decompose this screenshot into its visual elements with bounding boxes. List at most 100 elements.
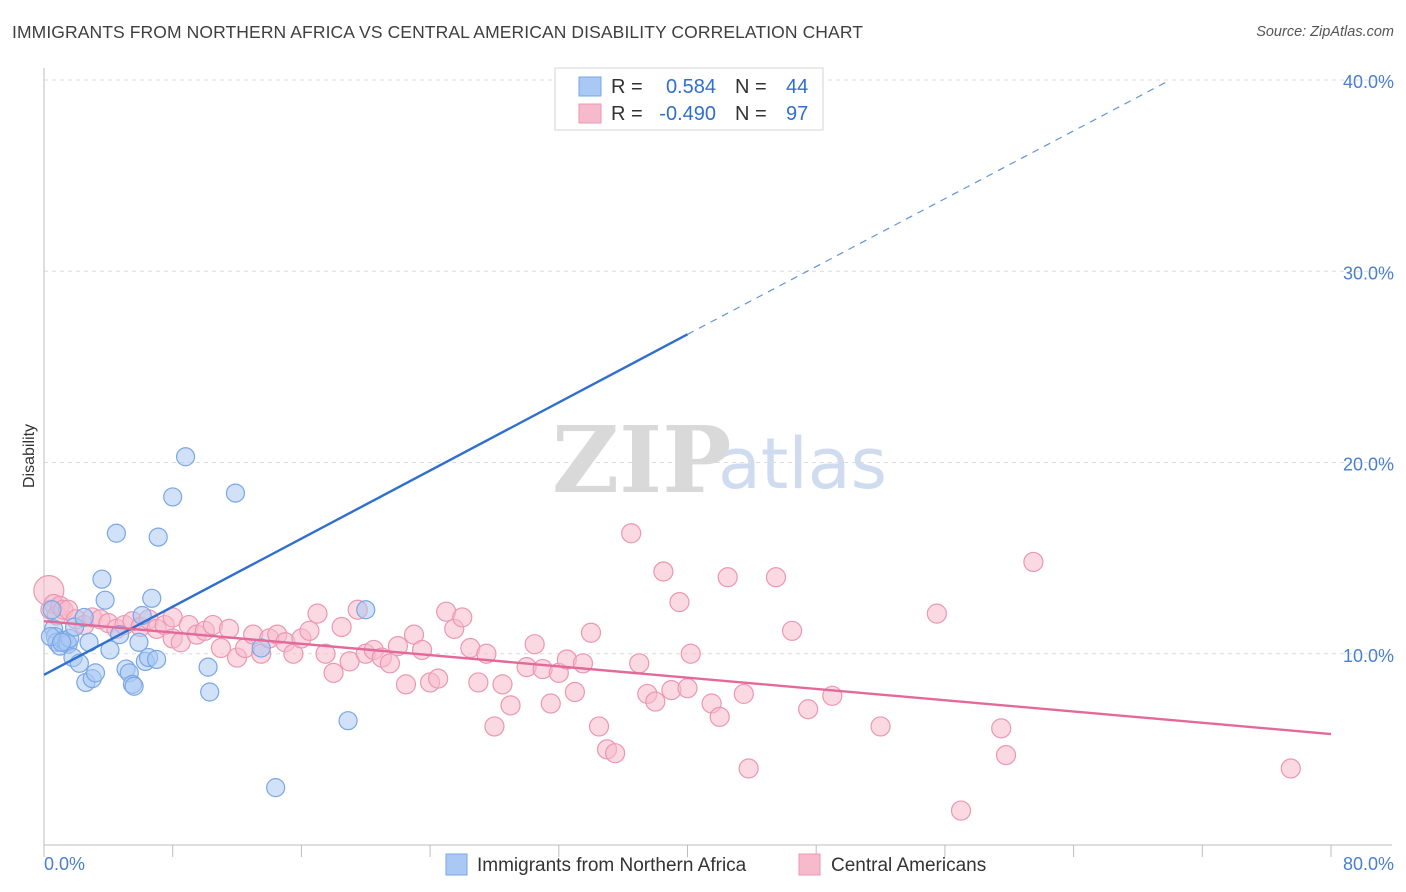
central-americans-point xyxy=(677,678,698,699)
central-americans-point xyxy=(798,699,819,720)
legend-swatch-pink xyxy=(578,103,602,124)
northern-africa-point xyxy=(163,487,183,507)
central-americans-point xyxy=(645,691,666,712)
central-americans-point xyxy=(605,743,626,764)
correlation-legend: R = 0.584 N = 44 R = -0.490 N = 97 xyxy=(554,67,824,131)
northern-africa-point xyxy=(225,483,246,503)
northern-africa-point xyxy=(148,527,168,547)
central-americans-point xyxy=(218,618,240,639)
y-tick-labels: 10.0% 20.0% 30.0% 40.0% xyxy=(1343,72,1394,666)
central-americans-point xyxy=(452,607,473,628)
northern-africa-point xyxy=(251,638,271,658)
series-legend-swatch-pink xyxy=(798,853,821,876)
y-tick-label: 40.0% xyxy=(1343,72,1394,92)
series-legend: Immigrants from Northern Africa Central … xyxy=(445,853,986,876)
y-tick-label: 20.0% xyxy=(1343,455,1394,475)
central-americans-trend-line xyxy=(43,620,1332,736)
northern-africa-point xyxy=(74,607,94,628)
central-americans-point xyxy=(500,695,521,716)
northern-africa-point xyxy=(85,663,106,683)
central-americans-point xyxy=(621,523,642,544)
central-americans-point xyxy=(870,716,891,737)
central-americans-point xyxy=(629,653,650,674)
central-americans-point xyxy=(210,637,232,659)
legend-n-value-blue: 44 xyxy=(786,76,808,98)
watermark-zip: ZIP xyxy=(552,406,731,514)
central-americans-point xyxy=(669,592,690,613)
central-americans-point xyxy=(540,693,561,714)
central-americans-point xyxy=(524,634,545,655)
central-americans-point xyxy=(331,616,352,638)
legend-r-value-blue: 0.584 xyxy=(666,76,716,98)
x-tick-label-min: 0.0% xyxy=(44,854,85,874)
northern-africa-trend-line xyxy=(43,333,689,676)
legend-r-value-pink: -0.490 xyxy=(659,103,716,125)
central-americans-point xyxy=(315,643,336,664)
central-americans-point xyxy=(717,567,738,588)
northern-africa-point xyxy=(124,676,144,696)
central-americans-point xyxy=(323,662,344,683)
central-americans-point xyxy=(1023,551,1044,573)
central-americans-point xyxy=(781,620,803,641)
chart-title: IMMIGRANTS FROM NORTHERN AFRICA VS CENTR… xyxy=(12,22,864,42)
central-americans-point xyxy=(395,674,417,695)
central-americans-point xyxy=(484,716,505,737)
source-credit: Source: ZipAtlas.com xyxy=(1256,24,1394,40)
legend-r-label-pink: R = xyxy=(611,103,643,125)
central-americans-point xyxy=(950,800,972,821)
watermark: ZIP atlas xyxy=(552,406,887,514)
central-americans-point xyxy=(468,672,489,693)
central-americans-point xyxy=(991,718,1012,739)
central-americans-point xyxy=(564,681,585,703)
y-axis-label: Disability xyxy=(21,424,38,488)
central-americans-point xyxy=(653,561,674,582)
northern-africa-point xyxy=(266,778,286,798)
northern-africa-point xyxy=(95,590,115,610)
legend-swatch-blue xyxy=(578,76,602,97)
central-americans-point xyxy=(709,706,730,727)
central-americans-point xyxy=(580,622,602,643)
central-americans-point xyxy=(411,639,433,661)
central-americans-point xyxy=(428,668,449,689)
northern-africa-point xyxy=(92,569,112,589)
series-legend-label-pink: Central Americans xyxy=(831,855,986,876)
y-tick-label: 30.0% xyxy=(1343,263,1394,283)
central-americans-point xyxy=(588,716,610,737)
central-americans-point xyxy=(680,643,701,664)
central-americans-point xyxy=(995,745,1017,766)
trend-lines xyxy=(43,79,1332,736)
legend-r-label-blue: R = xyxy=(611,76,643,98)
central-americans-point xyxy=(1280,758,1301,779)
northern-africa-point xyxy=(142,588,162,608)
northern-africa-point xyxy=(200,682,220,702)
northern-africa-point xyxy=(175,447,196,467)
central-americans-point xyxy=(307,603,328,624)
northern-africa-point xyxy=(147,649,167,670)
legend-n-value-pink: 97 xyxy=(786,103,808,125)
central-americans-point xyxy=(733,683,754,705)
northern-africa-point xyxy=(129,632,149,652)
series-legend-label-blue: Immigrants from Northern Africa xyxy=(477,855,747,876)
watermark-atlas: atlas xyxy=(718,423,887,505)
central-americans-point xyxy=(738,758,759,779)
series-legend-swatch-blue xyxy=(445,853,468,876)
y-tick-label: 10.0% xyxy=(1343,646,1394,666)
northern-africa-point xyxy=(338,711,358,731)
northern-africa-point xyxy=(106,523,126,543)
legend-n-label-blue: N = xyxy=(735,76,767,98)
northern-africa-point xyxy=(198,657,218,677)
northern-africa-point xyxy=(356,600,376,620)
legend-n-label-pink: N = xyxy=(735,103,767,125)
axes xyxy=(43,68,1392,846)
central-americans-point xyxy=(765,567,787,588)
central-americans-points xyxy=(33,523,1301,821)
central-americans-point xyxy=(492,674,513,695)
northern-africa-point xyxy=(52,632,72,652)
x-axis-ticks xyxy=(43,845,1332,857)
central-americans-point xyxy=(299,620,320,641)
x-tick-label-max: 80.0% xyxy=(1343,854,1394,874)
northern-africa-point xyxy=(42,600,62,620)
central-americans-point xyxy=(926,603,947,624)
central-americans-point xyxy=(379,653,400,674)
